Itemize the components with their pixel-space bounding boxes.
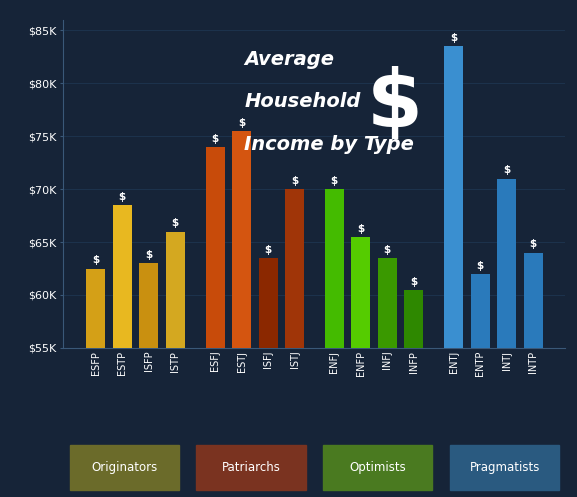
Bar xyxy=(87,268,106,497)
Text: Income by Type: Income by Type xyxy=(244,135,414,154)
Bar xyxy=(378,258,397,497)
Text: $: $ xyxy=(145,250,152,260)
Text: $: $ xyxy=(291,176,298,186)
Text: $: $ xyxy=(92,255,99,265)
Bar xyxy=(205,147,224,497)
Bar xyxy=(404,290,424,497)
Bar xyxy=(351,237,370,497)
Bar xyxy=(325,189,344,497)
Text: $: $ xyxy=(503,166,510,175)
Bar xyxy=(285,189,304,497)
Text: Pragmatists: Pragmatists xyxy=(470,461,540,474)
Bar xyxy=(258,258,278,497)
Bar xyxy=(166,232,185,497)
Bar xyxy=(113,205,132,497)
Text: Patriarchs: Patriarchs xyxy=(222,461,280,474)
Text: Originators: Originators xyxy=(91,461,158,474)
Bar xyxy=(139,263,158,497)
Text: $: $ xyxy=(357,224,365,234)
Text: Average: Average xyxy=(244,50,334,69)
Bar xyxy=(523,252,542,497)
Text: $: $ xyxy=(331,176,338,186)
Bar xyxy=(232,131,251,497)
Bar xyxy=(471,274,490,497)
Text: Optimists: Optimists xyxy=(350,461,406,474)
Text: $: $ xyxy=(384,245,391,255)
Text: $: $ xyxy=(410,276,418,287)
Text: $: $ xyxy=(264,245,272,255)
Text: Household: Household xyxy=(244,92,361,111)
Bar xyxy=(444,46,463,497)
Text: $: $ xyxy=(450,33,457,43)
Bar xyxy=(497,178,516,497)
Text: $: $ xyxy=(211,134,219,144)
Text: $: $ xyxy=(172,218,179,228)
Text: $: $ xyxy=(367,66,423,144)
Text: $: $ xyxy=(477,260,484,271)
Text: $: $ xyxy=(530,240,537,249)
Text: $: $ xyxy=(119,192,126,202)
Text: $: $ xyxy=(238,118,245,128)
